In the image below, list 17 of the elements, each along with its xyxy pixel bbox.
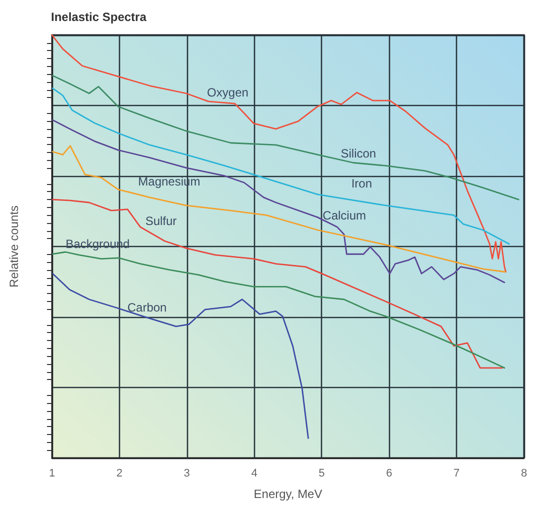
series-label: Iron <box>351 176 372 190</box>
x-tick-label: 1 <box>48 468 56 480</box>
series-label: Calcium <box>322 208 366 222</box>
series-label: Oxygen <box>207 86 248 100</box>
x-axis-title: Energy, MeV <box>254 487 322 501</box>
y-axis-title: Relative counts <box>7 205 21 288</box>
series-label: Silicon <box>340 146 376 161</box>
series-label: Sulfur <box>145 214 177 228</box>
x-tick-label: 4 <box>251 468 258 480</box>
x-tick-label: 2 <box>116 468 122 480</box>
x-tick-label: 3 <box>184 468 190 480</box>
x-tick-label: 8 <box>520 468 528 480</box>
chart-title: Inelastic Spectra <box>51 10 147 24</box>
series-label: Carbon <box>127 300 167 314</box>
x-tick-label: 6 <box>386 468 392 480</box>
x-tick-label: 7 <box>454 468 460 480</box>
x-tick-label: 5 <box>318 468 325 480</box>
